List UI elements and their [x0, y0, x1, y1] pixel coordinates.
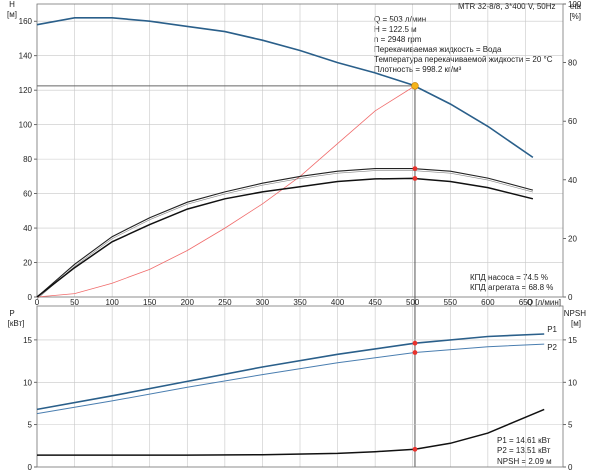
top-right-tick-label: 80: [568, 59, 577, 68]
x-tick-label: 550: [444, 298, 458, 307]
info-line-3: n = 2948 rpm: [374, 35, 422, 44]
x-tick-label: 350: [293, 298, 307, 307]
bottom-left-axis-unit: [кВт]: [8, 319, 25, 328]
x-tick-label: 50: [70, 298, 79, 307]
efficiency-marker-0: [412, 166, 418, 171]
p2-series-label: P2: [547, 343, 557, 352]
p1-series-label: P1: [547, 325, 557, 334]
x-tick-label: 200: [181, 298, 195, 307]
head-curve: [36, 16, 534, 159]
x-tick-label: 600: [481, 298, 495, 307]
npsh-curve: [37, 408, 545, 456]
top-left-tick-label: 140: [19, 52, 33, 61]
top-left-tick-label: 100: [19, 121, 33, 130]
pump-efficiency-curve-shadow: [36, 170, 533, 300]
bottom-right-tick-label: 15: [568, 336, 577, 345]
bottom-left-axis-label: P: [9, 309, 14, 318]
bottom-plot-frame: [36, 305, 564, 468]
top-left-tick-label: 160: [19, 17, 33, 26]
bottom-right-tick-label: 5: [568, 421, 573, 430]
top-right-tick-label: 40: [568, 176, 577, 185]
top-left-tick-label: 60: [23, 190, 32, 199]
npsh-marker: [412, 446, 418, 452]
bottom-right-axis-label: NPSH: [564, 309, 586, 318]
unit-efficiency-curve: [36, 177, 534, 298]
chart-marks: 020406080100120140160020406080100H[м]eta…: [7, 0, 586, 472]
top-right-tick-label: 100: [568, 0, 582, 9]
p2-value-label: P2 = 13.51 кВт: [497, 446, 551, 455]
top-left-tick-label: 120: [19, 86, 33, 95]
top-right-axis-unit: [%]: [569, 12, 581, 21]
x-tick-label: 500: [406, 298, 420, 307]
npsh-value-label: NPSH = 2.09 м: [497, 457, 552, 466]
bottom-left-tick-label: 15: [23, 336, 32, 345]
top-left-tick-label: 20: [23, 259, 32, 268]
top-left-tick-label: 80: [23, 155, 32, 164]
top-plot-frame: [36, 3, 564, 298]
bottom-right-axis-unit: [м]: [571, 319, 581, 328]
top-left-tick-label: 0: [28, 293, 33, 302]
x-tick-label: 300: [256, 298, 270, 307]
top-right-tick-label: 60: [568, 117, 577, 126]
pump-efficiency-label: КПД насоса = 74.5 %: [470, 273, 548, 282]
bottom-right-tick-label: 0: [568, 463, 573, 472]
p2-marker: [412, 350, 418, 355]
top-left-tick-label: 40: [23, 224, 32, 233]
top-left-axis-label: H: [9, 0, 15, 9]
p1-value-label: P1 = 14.61 кВт: [497, 436, 551, 445]
p2-curve: [36, 343, 545, 415]
top-right-axis-label: eta: [570, 2, 582, 11]
x-tick-label: 450: [368, 298, 382, 307]
info-line-5: Температура перекачиваемой жидкости = 20…: [374, 55, 553, 64]
bottom-left-tick-label: 10: [23, 378, 32, 387]
p1-curve: [36, 333, 545, 411]
efficiency-marker-1: [412, 176, 418, 181]
pump-efficiency-curve: [36, 168, 534, 298]
info-line-1: Q = 503 л/мин: [374, 15, 426, 24]
info-line-4: Перекачиваемая жидкость = Вода: [374, 45, 502, 54]
x-tick-label: 150: [143, 298, 157, 307]
x-tick-label: 650: [519, 298, 533, 307]
top-right-tick-label: 0: [568, 293, 573, 302]
p1-marker: [412, 340, 418, 346]
duty-point-marker: [411, 82, 419, 90]
system-curve: [36, 85, 416, 298]
info-line-2: H = 122.5 м: [374, 25, 417, 34]
bottom-left-tick-label: 0: [28, 463, 33, 472]
x-axis-label: Q [л/мин]: [527, 298, 561, 307]
x-tick-label: 400: [331, 298, 345, 307]
unit-efficiency-label: КПД агрегата = 68.8 %: [470, 283, 553, 292]
top-right-tick-label: 20: [568, 234, 577, 243]
pump-model-title: MTR 32-8/8, 3*400 V, 50Hz: [458, 2, 556, 11]
x-tick-label: 100: [105, 298, 119, 307]
info-line-6: Плотность = 998.2 кг/м³: [374, 65, 462, 74]
x-tick-label: 0: [35, 298, 40, 307]
bottom-right-tick-label: 10: [568, 378, 577, 387]
top-left-axis-unit: [м]: [7, 10, 17, 19]
bottom-left-tick-label: 5: [28, 421, 33, 430]
x-tick-label: 250: [218, 298, 232, 307]
